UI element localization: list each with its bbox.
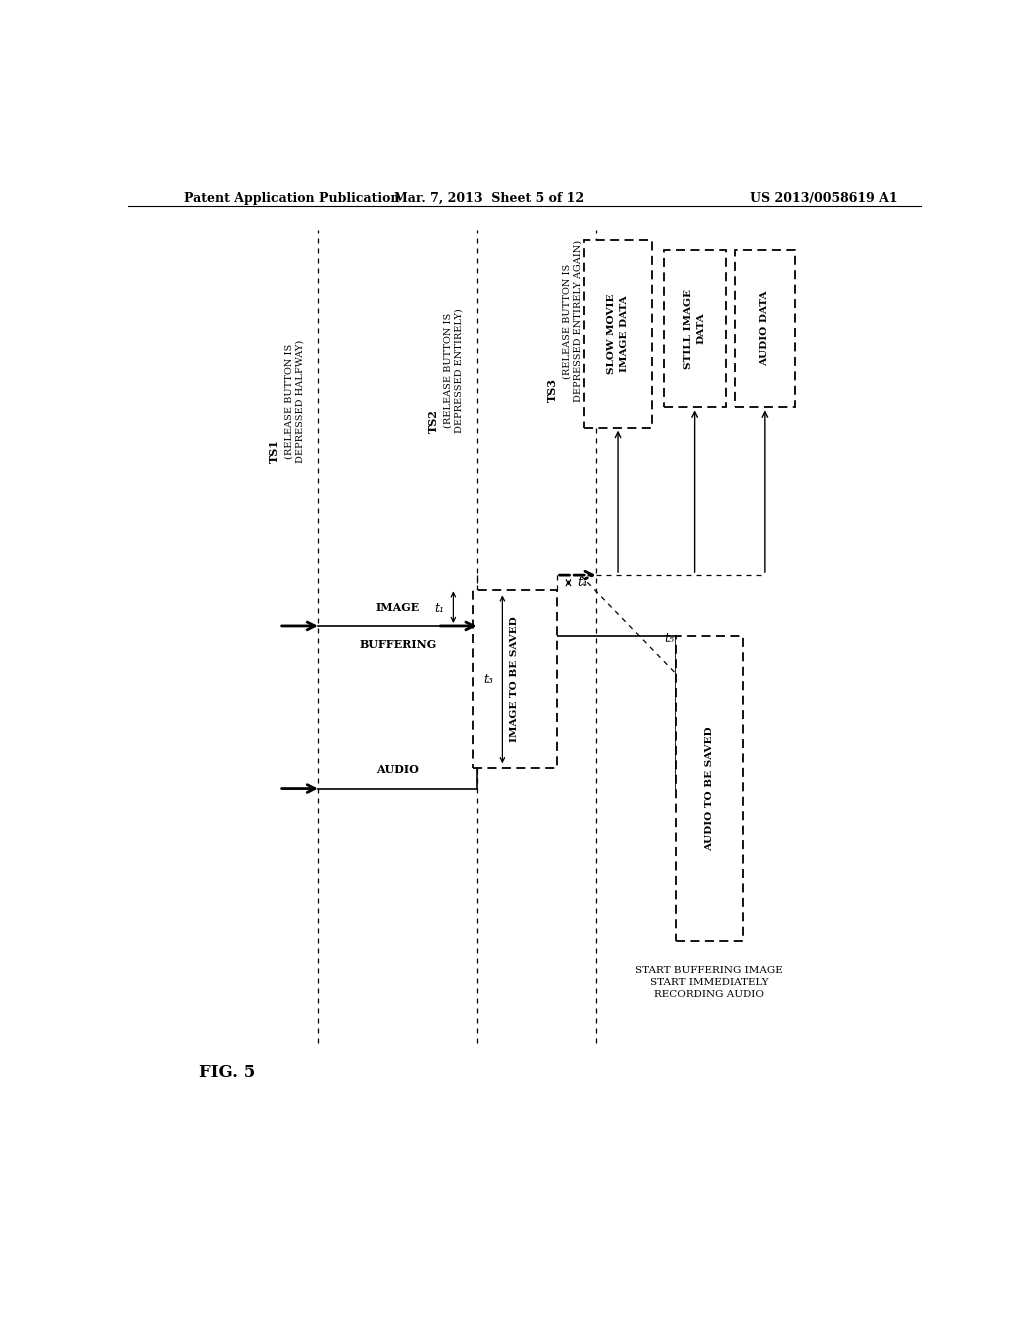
Text: t₃: t₃	[483, 673, 494, 686]
Text: FIG. 5: FIG. 5	[200, 1064, 256, 1081]
Text: IMAGE: IMAGE	[376, 602, 420, 612]
Text: IMAGE TO BE SAVED: IMAGE TO BE SAVED	[510, 616, 519, 742]
Text: AUDIO DATA: AUDIO DATA	[761, 290, 769, 367]
Bar	[735, 249, 795, 408]
Text: TS1: TS1	[269, 440, 281, 463]
Text: BUFFERING: BUFFERING	[359, 639, 436, 651]
Text: TS2: TS2	[428, 409, 439, 433]
Text: AUDIO: AUDIO	[377, 764, 419, 775]
Text: US 2013/0058619 A1: US 2013/0058619 A1	[751, 191, 898, 205]
Text: AUDIO TO BE SAVED: AUDIO TO BE SAVED	[705, 726, 714, 851]
Text: TS3: TS3	[547, 379, 558, 403]
Bar	[473, 590, 557, 768]
Bar	[585, 240, 651, 428]
Text: (RELEASE BUTTON IS
DEPRESSED HALFWAY): (RELEASE BUTTON IS DEPRESSED HALFWAY)	[285, 341, 305, 463]
Text: START BUFFERING IMAGE
START IMMEDIATELY
RECORDING AUDIO: START BUFFERING IMAGE START IMMEDIATELY …	[636, 966, 783, 999]
Text: STILL IMAGE
DATA: STILL IMAGE DATA	[684, 289, 706, 368]
Text: (RELEASE BUTTON IS
DEPRESSED ENTIRELY AGAIN): (RELEASE BUTTON IS DEPRESSED ENTIRELY AG…	[562, 240, 583, 403]
Text: t₄: t₄	[578, 577, 588, 589]
Text: (RELEASE BUTTON IS
DEPRESSED ENTIRELY): (RELEASE BUTTON IS DEPRESSED ENTIRELY)	[443, 308, 464, 433]
Text: Patent Application Publication: Patent Application Publication	[183, 191, 399, 205]
Text: t₁: t₁	[434, 602, 444, 615]
Bar	[664, 249, 726, 408]
Text: SLOW MOVIE
IMAGE DATA: SLOW MOVIE IMAGE DATA	[607, 293, 629, 374]
Text: Mar. 7, 2013  Sheet 5 of 12: Mar. 7, 2013 Sheet 5 of 12	[394, 191, 584, 205]
Bar	[676, 636, 743, 941]
Text: t₅: t₅	[665, 632, 675, 645]
